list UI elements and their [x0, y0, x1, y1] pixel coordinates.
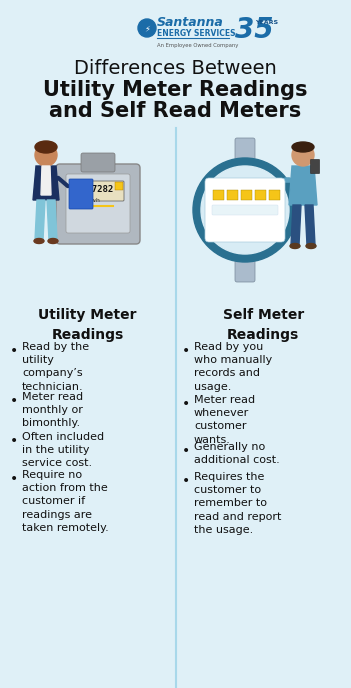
Polygon shape: [47, 200, 57, 240]
Text: Often included
in the utility
service cost.: Often included in the utility service co…: [22, 432, 104, 469]
Text: An Employee Owned Company: An Employee Owned Company: [157, 43, 238, 47]
FancyBboxPatch shape: [269, 190, 280, 200]
Polygon shape: [305, 205, 315, 245]
Ellipse shape: [290, 244, 300, 248]
Text: •: •: [10, 434, 18, 448]
Circle shape: [292, 144, 314, 166]
Text: Meter read
monthly or
bimonthly.: Meter read monthly or bimonthly.: [22, 392, 83, 429]
Text: Read by the
utility
company’s
technician.: Read by the utility company’s technician…: [22, 342, 89, 391]
Polygon shape: [289, 166, 317, 205]
Ellipse shape: [306, 244, 316, 248]
FancyBboxPatch shape: [66, 174, 130, 233]
Text: and Self Read Meters: and Self Read Meters: [49, 101, 302, 121]
Text: •: •: [182, 397, 190, 411]
Ellipse shape: [292, 142, 314, 152]
FancyBboxPatch shape: [235, 258, 255, 282]
FancyBboxPatch shape: [227, 190, 238, 200]
Text: •: •: [10, 344, 18, 358]
FancyBboxPatch shape: [212, 205, 278, 215]
Text: kwh: kwh: [87, 199, 100, 204]
FancyBboxPatch shape: [205, 178, 285, 242]
Polygon shape: [35, 200, 45, 240]
Text: Generally no
additional cost.: Generally no additional cost.: [194, 442, 280, 465]
Text: Differences Between: Differences Between: [74, 58, 277, 78]
FancyBboxPatch shape: [213, 190, 224, 200]
Polygon shape: [33, 166, 59, 200]
Ellipse shape: [48, 239, 58, 244]
FancyBboxPatch shape: [241, 190, 252, 200]
Circle shape: [35, 144, 57, 166]
Text: ENERGY SERVICES: ENERGY SERVICES: [157, 28, 236, 38]
Circle shape: [193, 158, 297, 262]
Text: Requires the
customer to
remember to
read and report
the usage.: Requires the customer to remember to rea…: [194, 472, 282, 535]
FancyBboxPatch shape: [235, 138, 255, 162]
Text: Utility Meter Readings: Utility Meter Readings: [43, 80, 308, 100]
Text: •: •: [10, 394, 18, 408]
FancyBboxPatch shape: [69, 179, 93, 209]
FancyBboxPatch shape: [255, 190, 266, 200]
Text: Santanna: Santanna: [157, 17, 224, 30]
Ellipse shape: [34, 239, 44, 244]
Text: •: •: [182, 444, 190, 458]
Text: Self Meter
Readings: Self Meter Readings: [223, 308, 304, 341]
FancyBboxPatch shape: [115, 182, 123, 190]
Circle shape: [138, 19, 156, 37]
FancyBboxPatch shape: [56, 164, 140, 244]
Text: Utility Meter
Readings: Utility Meter Readings: [39, 308, 137, 341]
FancyBboxPatch shape: [72, 181, 124, 201]
Polygon shape: [291, 205, 301, 245]
Text: •: •: [10, 472, 18, 486]
Text: •: •: [182, 474, 190, 488]
Text: Meter read
whenever
customer
wants.: Meter read whenever customer wants.: [194, 395, 255, 444]
Text: •: •: [182, 344, 190, 358]
Text: 357282: 357282: [82, 186, 114, 195]
Text: YEARS: YEARS: [255, 21, 278, 25]
Text: Require no
action from the
customer if
readings are
taken remotely.: Require no action from the customer if r…: [22, 470, 109, 533]
FancyBboxPatch shape: [81, 153, 115, 172]
FancyBboxPatch shape: [311, 160, 319, 173]
Polygon shape: [41, 166, 51, 195]
Circle shape: [201, 166, 289, 254]
Text: Read by you
who manually
records and
usage.: Read by you who manually records and usa…: [194, 342, 272, 391]
Ellipse shape: [35, 141, 57, 153]
Text: ⚡: ⚡: [144, 25, 150, 34]
Text: 35: 35: [235, 16, 273, 44]
